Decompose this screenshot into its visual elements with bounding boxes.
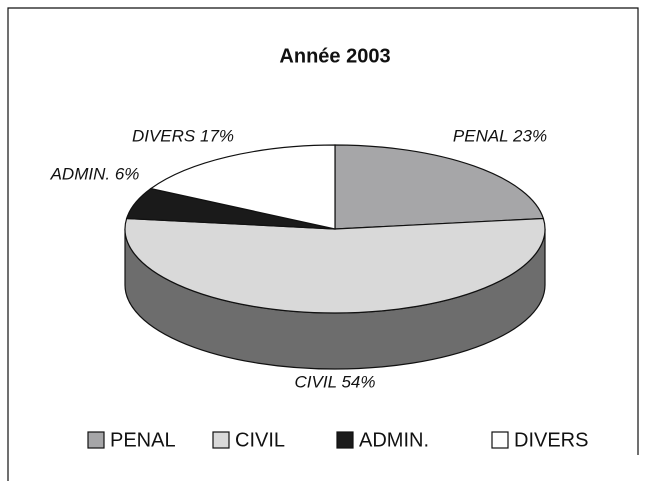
legend-swatch [87,431,105,449]
legend-label: PENAL [110,429,176,451]
data-label: ADMIN. 6% [50,164,140,183]
legend-label: DIVERS [514,429,588,451]
data-label: CIVIL 54% [295,372,376,391]
slice [149,144,336,230]
frame [7,7,639,481]
legend-swatch [212,431,230,449]
data-label: DIVERS 17% [132,126,234,145]
data-label: PENAL 23% [453,126,547,145]
legend-label: ADMIN. [359,429,429,451]
slice [334,144,545,230]
chart-title: Année 2003 [279,45,390,67]
legend-label: CIVIL [235,429,285,451]
slice [124,217,546,314]
legend-swatch [491,431,509,449]
legend-swatch [336,431,354,449]
